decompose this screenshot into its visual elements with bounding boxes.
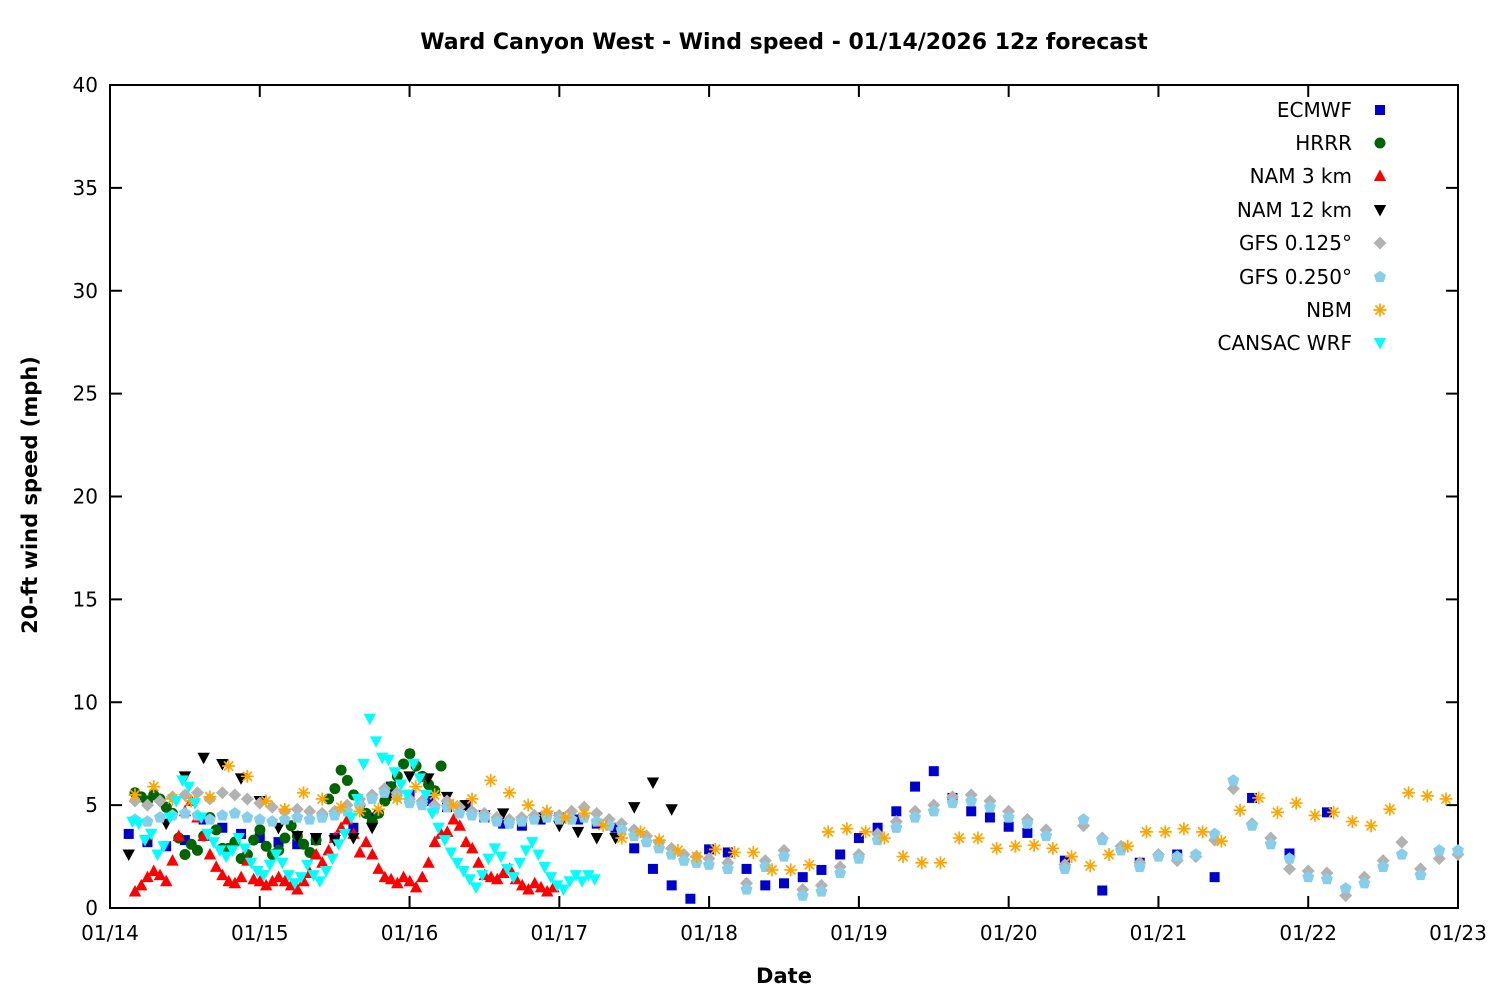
pentagon-marker-icon — [1352, 265, 1408, 289]
legend-item-gfs-0250: GFS 0.250° — [1080, 260, 1408, 293]
diamond-marker-icon — [1352, 231, 1408, 255]
legend-item-ecmwf: ECMWF — [1080, 93, 1408, 126]
square-marker-icon — [1352, 98, 1408, 122]
triangle-down-marker-icon — [1352, 331, 1408, 355]
chart-title: Ward Canyon West - Wind speed - 01/14/20… — [420, 30, 1148, 55]
triangle-up-marker-icon — [1352, 164, 1408, 188]
svg-text:01/17: 01/17 — [531, 921, 589, 945]
legend-item-nbm: NBM — [1080, 293, 1408, 326]
svg-text:01/19: 01/19 — [830, 921, 888, 945]
svg-text:01/18: 01/18 — [680, 921, 738, 945]
svg-text:30: 30 — [73, 279, 98, 303]
legend-item-nam-3km: NAM 3 km — [1080, 160, 1408, 193]
svg-text:10: 10 — [73, 690, 98, 714]
legend-label-ecmwf: ECMWF — [1276, 97, 1352, 122]
legend-label-hrrr: HRRR — [1295, 131, 1352, 156]
legend-label-gfs-0250: GFS 0.250° — [1239, 264, 1352, 289]
legend-label-nbm: NBM — [1306, 298, 1352, 323]
svg-text:01/15: 01/15 — [231, 921, 289, 945]
svg-text:01/20: 01/20 — [980, 921, 1038, 945]
asterisk-marker-icon — [1352, 298, 1408, 322]
legend-label-nam-12km: NAM 12 km — [1236, 197, 1352, 222]
legend-label-gfs-0125: GFS 0.125° — [1239, 231, 1352, 256]
legend-label-cansac-wrf: CANSAC WRF — [1217, 331, 1352, 356]
svg-text:20: 20 — [73, 485, 98, 509]
svg-text:01/23: 01/23 — [1429, 921, 1487, 945]
svg-text:40: 40 — [73, 73, 98, 97]
legend-item-nam-12km: NAM 12 km — [1080, 193, 1408, 226]
legend-label-nam-3km: NAM 3 km — [1249, 164, 1352, 189]
svg-text:0: 0 — [85, 896, 98, 920]
legend-item-hrrr: HRRR — [1080, 126, 1408, 159]
legend-item-gfs-0125: GFS 0.125° — [1080, 227, 1408, 260]
svg-text:15: 15 — [73, 587, 98, 611]
legend: ECMWF HRRR NAM 3 km NAM 12 km GFS 0.125°… — [1080, 93, 1408, 360]
x-axis-label: Date — [756, 964, 812, 988]
triangle-down-marker-icon — [1352, 198, 1408, 222]
circle-marker-icon — [1352, 131, 1408, 155]
legend-item-cansac-wrf: CANSAC WRF — [1080, 327, 1408, 360]
svg-text:01/22: 01/22 — [1279, 921, 1337, 945]
svg-text:25: 25 — [73, 382, 98, 406]
svg-text:01/21: 01/21 — [1130, 921, 1188, 945]
svg-text:35: 35 — [73, 176, 98, 200]
svg-text:5: 5 — [85, 793, 98, 817]
svg-text:01/16: 01/16 — [381, 921, 439, 945]
svg-text:01/14: 01/14 — [81, 921, 139, 945]
